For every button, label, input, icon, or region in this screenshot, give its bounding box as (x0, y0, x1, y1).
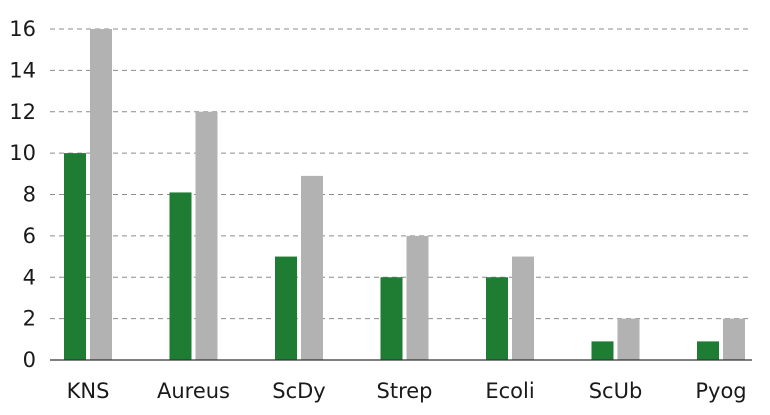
y-tick-label: 4 (23, 265, 36, 289)
bar-pyog-series-1 (697, 341, 719, 360)
y-axis-ticks: 0 2 4 6 8 10 12 14 16 (9, 17, 36, 372)
bar-scdy-series-1 (275, 256, 297, 360)
bar-ecoli-series-1 (486, 277, 508, 360)
y-tick-label: 6 (23, 224, 36, 248)
x-category-label: Strep (377, 379, 433, 403)
y-tick-label: 2 (23, 307, 36, 331)
x-category-label: Pyog (695, 379, 746, 403)
x-category-label: KNS (67, 379, 110, 403)
bar-aureus-series-1 (169, 192, 192, 360)
y-tick-label: 0 (23, 348, 36, 372)
y-tick-label: 8 (23, 183, 36, 207)
y-tick-label: 12 (9, 100, 36, 124)
y-tick-label: 10 (9, 141, 36, 165)
bar-ecoli-series-2 (512, 256, 534, 360)
x-category-label: Ecoli (485, 379, 534, 403)
y-tick-label: 16 (9, 17, 36, 41)
bar-scdy-series-2 (301, 175, 323, 360)
y-tick-label: 14 (9, 58, 36, 82)
bar-aureus-series-2 (195, 111, 218, 360)
bar-pyog-series-2 (723, 318, 745, 360)
gridlines (50, 28, 752, 320)
x-category-label: ScDy (272, 379, 325, 403)
bars (64, 29, 745, 360)
x-category-label: Aureus (157, 379, 230, 403)
x-category-label: ScUb (589, 379, 643, 403)
bar-strep-series-1 (380, 277, 403, 360)
x-axis-categories: KNS Aureus ScDy Strep Ecoli ScUb Pyog (67, 379, 747, 403)
bar-kns-series-1 (64, 153, 86, 360)
bar-scub-series-1 (591, 341, 614, 360)
bar-scub-series-2 (617, 318, 640, 360)
bar-strep-series-2 (406, 235, 429, 360)
bar-kns-series-2 (90, 29, 112, 360)
